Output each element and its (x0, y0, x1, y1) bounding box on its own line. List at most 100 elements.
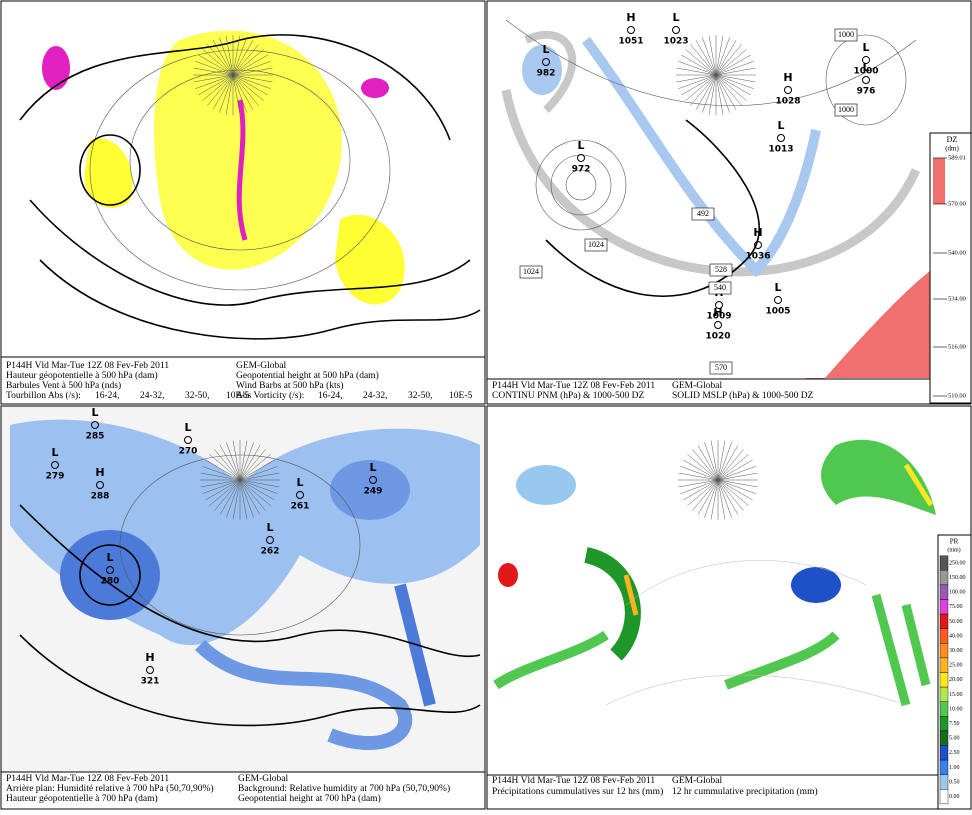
colorbar-unit: (mm) (947, 546, 960, 553)
legend-entry: 32-50, (185, 391, 210, 401)
caption-box (0, 356, 486, 405)
meridian (239, 479, 248, 520)
meridian (209, 454, 241, 481)
coastline (605, 560, 907, 706)
meridian (717, 440, 726, 481)
meridian (717, 479, 732, 518)
meridian (717, 479, 756, 494)
meridian (193, 74, 234, 83)
meridian (702, 37, 717, 76)
colorbar-swatch (939, 774, 949, 790)
meridian (214, 449, 241, 481)
meridian (232, 440, 241, 481)
meridian (683, 479, 719, 501)
meridian (685, 49, 717, 76)
center-type: L (542, 43, 549, 56)
center-value: 321 (141, 677, 160, 687)
caption-line: GEM-Global (236, 361, 286, 371)
caption-line: Arrière plan: Humidité relative à 700 hP… (6, 783, 214, 794)
meridian (202, 479, 241, 494)
colorbar-swatch (939, 570, 949, 586)
colorbar-label: 10.00 (949, 706, 963, 712)
caption-line: Wind Barbs at 500 hPa (kts) (236, 380, 344, 391)
height-contour (129, 69, 351, 251)
meridian (207, 74, 234, 106)
center-type: L (672, 11, 679, 24)
meridian (715, 74, 742, 106)
meridian (232, 49, 264, 76)
caption-line: Abs Vorticity (/s): (236, 390, 304, 401)
colorbar-label: 7.50 (949, 721, 960, 727)
caption-line: Barbules Vent à 500 hPa (nds) (6, 380, 121, 391)
contour-label: 540 (714, 283, 726, 292)
center-value: 1009 (706, 312, 731, 322)
colorbar-label: 0.00 (949, 794, 960, 800)
meridian (232, 479, 241, 520)
meridian (690, 44, 717, 76)
meridian (193, 67, 234, 76)
meridian (198, 54, 234, 76)
vorticity-area (361, 78, 389, 98)
meridian (715, 40, 737, 76)
center-type: L (106, 551, 113, 564)
precip-area (498, 563, 518, 587)
center-value: 1000 (853, 67, 878, 77)
label-box (709, 263, 733, 277)
meridian (202, 49, 234, 76)
meridian (717, 479, 739, 515)
meridian (702, 74, 717, 113)
center-type: L (51, 446, 58, 459)
panel-precip: P144H Vld Mar-Tue 12Z 08 Fev-Feb 2011Pré… (486, 405, 972, 810)
colorbar-label: 15.00 (949, 692, 963, 698)
isobar (565, 169, 597, 201)
colorbar-swatch (939, 584, 949, 600)
meridian (715, 35, 724, 76)
center-marker (91, 421, 99, 429)
center-value: 261 (291, 502, 310, 512)
meridian (219, 445, 241, 481)
center-marker (369, 476, 377, 484)
caption-line: CONTINU PNM (hPa) & 1000-500 DZ (492, 390, 644, 401)
height-contour (19, 34, 451, 141)
precip-band (493, 630, 609, 690)
meridian (239, 442, 254, 481)
legend-entry: 16-24, (95, 391, 120, 401)
meridian (717, 449, 744, 481)
center-type: H (145, 651, 154, 664)
meridian (695, 74, 717, 110)
meridian (219, 37, 234, 76)
meridian (715, 37, 730, 76)
center-type: L (184, 421, 191, 434)
center-marker (774, 296, 782, 304)
center-type: H (783, 71, 792, 84)
meridian (232, 74, 247, 113)
caption-line: P144H Vld Mar-Tue 12Z 08 Fev-Feb 2011 (492, 381, 655, 391)
meridian (232, 61, 271, 76)
colorbar-unit: (dm) (945, 145, 959, 153)
humidity-band (195, 639, 413, 750)
center-type: L (862, 41, 869, 54)
caption-line: Geopotential height at 500 hPa (dam) (236, 370, 379, 381)
meridian (697, 479, 719, 515)
meridian (200, 479, 241, 488)
colorbar-swatch (939, 628, 949, 644)
meridian (239, 449, 266, 481)
caption-line: Geopotential height at 700 hPa (dam) (238, 793, 381, 804)
meridian (239, 479, 266, 511)
colorbar-swatch (939, 643, 949, 659)
meridian (207, 44, 234, 76)
meridian (678, 479, 719, 488)
meridian (232, 54, 268, 76)
meridian (239, 472, 280, 481)
center-value: 270 (179, 447, 198, 457)
legend-entry: 24-32, (363, 391, 388, 401)
meridian (708, 35, 717, 76)
meridian (680, 466, 719, 481)
center-marker (96, 481, 104, 489)
meridian (209, 479, 241, 506)
meridian (195, 61, 234, 76)
colorbar-label: 5.00 (949, 736, 960, 742)
caption-line: GEM-Global (672, 776, 722, 786)
meridian (715, 74, 751, 96)
colorbar-label: 534.00 (948, 295, 966, 302)
